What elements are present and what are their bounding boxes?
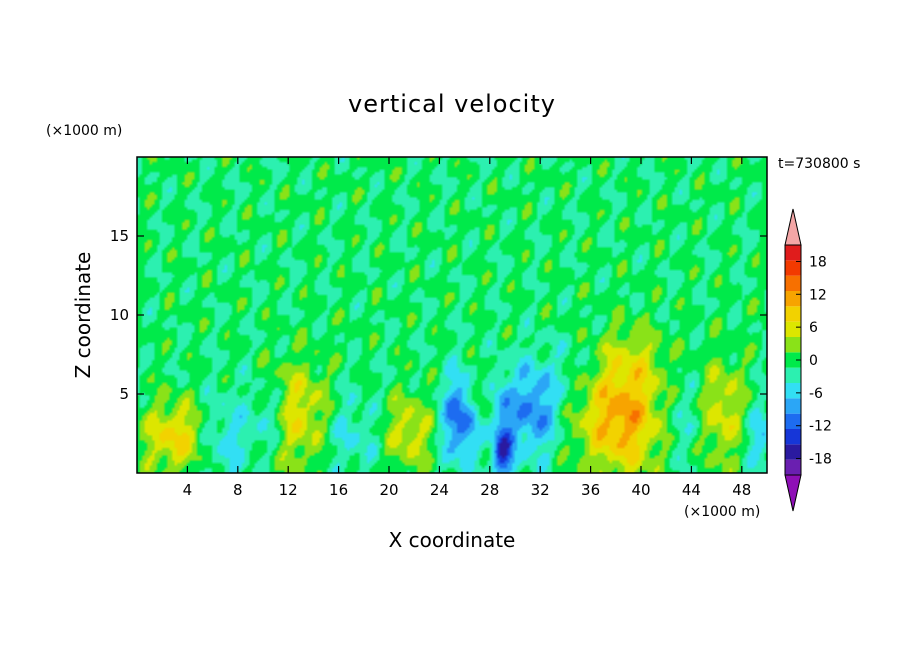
y-axis: 5 10 15	[110, 227, 767, 403]
x-axis-label: X coordinate	[389, 528, 516, 552]
x-tick-label: 28	[480, 481, 499, 499]
colorbar-bin	[785, 398, 801, 414]
colorbar-bin	[785, 291, 801, 307]
x-tick-label: 16	[329, 481, 348, 499]
colorbar-tick-label: 12	[809, 287, 827, 303]
y-unit-label: (×1000 m)	[46, 123, 122, 139]
x-unit-label: (×1000 m)	[684, 504, 760, 520]
heatmap-field	[137, 157, 767, 473]
colorbar-tick-label: 18	[809, 254, 827, 270]
x-tick-label: 44	[682, 481, 701, 499]
plot-area	[136, 156, 768, 474]
chart-title: vertical velocity	[348, 90, 556, 118]
colorbar-tick-label: -12	[809, 419, 832, 435]
colorbar-bin	[785, 413, 801, 429]
colorbar-bin	[785, 245, 801, 261]
y-tick-label: 15	[110, 227, 129, 245]
x-tick-label: 12	[279, 481, 298, 499]
x-tick-label: 48	[732, 481, 751, 499]
colorbar-bin	[785, 383, 801, 399]
x-tick-label: 4	[183, 481, 193, 499]
colorbar-bin	[785, 352, 801, 368]
y-axis-label: Z coordinate	[71, 252, 95, 379]
colorbar-bin	[785, 429, 801, 445]
x-tick-label: 32	[531, 481, 550, 499]
colorbar-over-triangle	[784, 208, 802, 246]
colorbar-bin	[785, 321, 801, 337]
y-tick-label: 10	[110, 306, 129, 324]
time-label: t=730800 s	[778, 156, 860, 172]
colorbar-under-triangle	[784, 474, 802, 512]
colorbar-bin	[785, 275, 801, 291]
x-tick-label: 40	[631, 481, 650, 499]
colorbar-tick-label: -18	[809, 452, 832, 468]
x-tick-label: 24	[430, 481, 449, 499]
colorbar-tick-label: 6	[809, 320, 818, 336]
colorbar-tick-label: -6	[809, 386, 823, 402]
x-axis: 4 8 12 16 20 24 28 32 36 40 44 48	[183, 157, 751, 499]
x-tick-label: 36	[581, 481, 600, 499]
colorbar-bin	[785, 459, 801, 475]
colorbar-bin	[785, 444, 801, 460]
colorbar-tick-label: 0	[809, 353, 818, 369]
colorbar-bin	[785, 367, 801, 383]
colorbar: 18 12 6 0 -6 -12 -18	[784, 208, 832, 512]
colorbar-bin	[785, 337, 801, 353]
y-tick-label: 5	[119, 385, 129, 403]
x-tick-label: 8	[233, 481, 243, 499]
colorbar-bin	[785, 306, 801, 322]
x-tick-label: 20	[379, 481, 398, 499]
colorbar-bin	[785, 260, 801, 276]
